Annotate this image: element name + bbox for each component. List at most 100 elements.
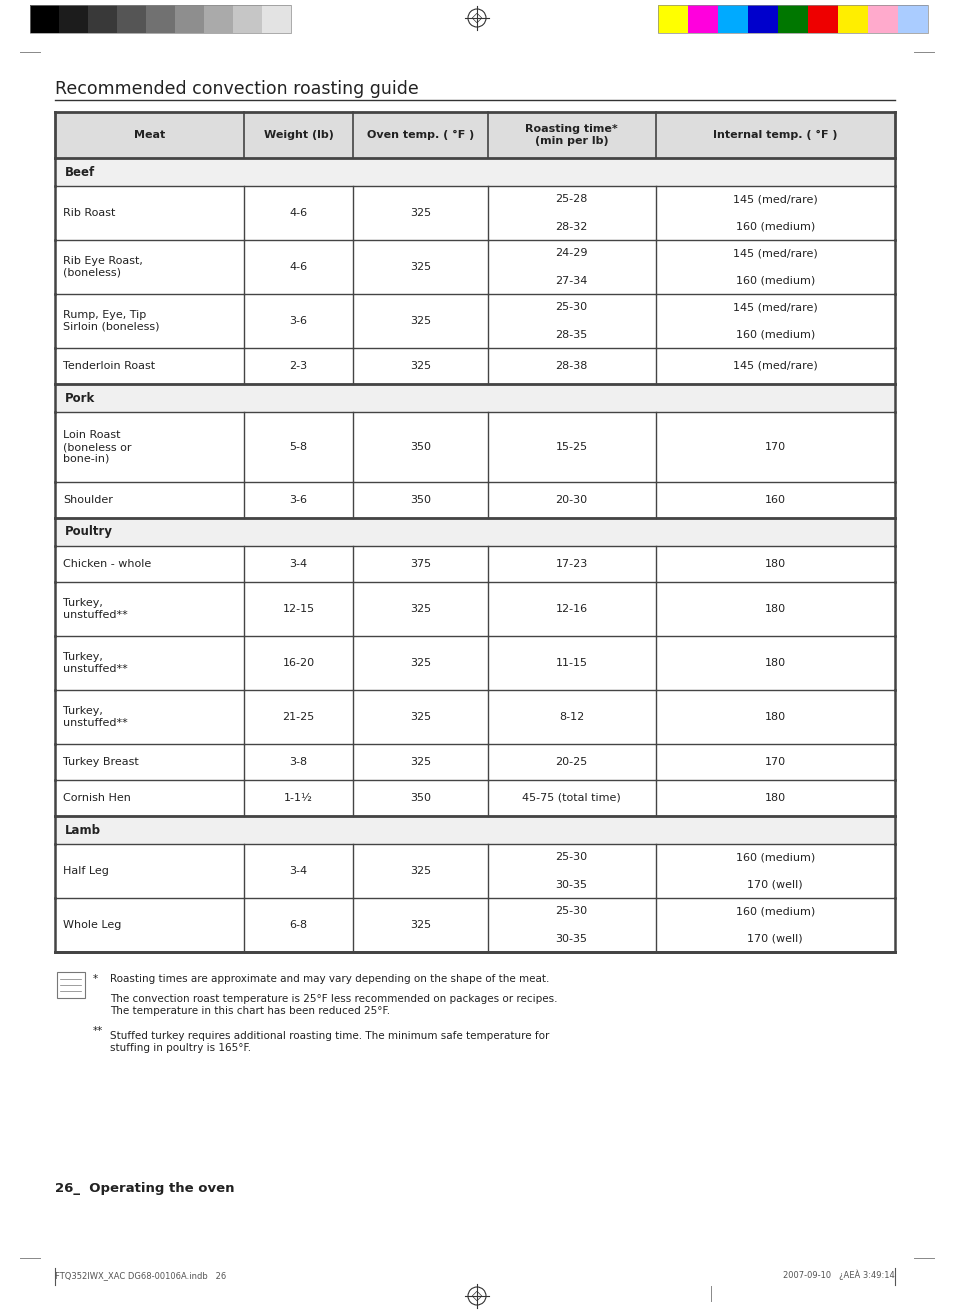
Bar [55, 582, 894, 636]
Text: Chicken - whole: Chicken - whole [63, 558, 152, 569]
Text: 325: 325 [410, 867, 431, 876]
Text: 350: 350 [410, 442, 431, 452]
Text: 160: 160 [764, 496, 785, 505]
Text: 3-8: 3-8 [289, 756, 307, 767]
Text: Whole Leg: Whole Leg [63, 920, 121, 929]
Text: Rib Eye Roast,
(boneless): Rib Eye Roast, (boneless) [63, 256, 143, 278]
Text: 180: 180 [764, 558, 785, 569]
Text: 6-8: 6-8 [289, 920, 307, 929]
Bar [55, 384, 894, 412]
Text: **: ** [92, 1027, 103, 1036]
Bar [55, 815, 894, 844]
Text: 160 (medium): 160 (medium) [735, 275, 814, 286]
Bar [55, 518, 894, 545]
Text: 3-6: 3-6 [290, 316, 307, 326]
Text: 3-6: 3-6 [290, 496, 307, 505]
Text: 325: 325 [410, 920, 431, 929]
Text: *: * [92, 974, 98, 985]
Text: 1-1½: 1-1½ [284, 793, 313, 804]
Text: 160 (medium): 160 (medium) [735, 852, 814, 863]
Text: 28-38: 28-38 [555, 361, 587, 371]
Text: 325: 325 [410, 756, 431, 767]
Bar [658, 5, 687, 33]
Text: Beef: Beef [65, 165, 95, 178]
Text: 15-25: 15-25 [555, 442, 587, 452]
Text: 170 (well): 170 (well) [747, 933, 802, 944]
Text: Meat: Meat [133, 130, 165, 140]
Text: 8-12: 8-12 [558, 712, 583, 722]
Text: 180: 180 [764, 712, 785, 722]
Text: Half Leg: Half Leg [63, 867, 109, 876]
Text: Turkey,
unstuffed**: Turkey, unstuffed** [63, 652, 128, 674]
Text: Cornish Hen: Cornish Hen [63, 793, 131, 804]
Bar [687, 5, 718, 33]
Text: 325: 325 [410, 316, 431, 326]
Bar [55, 844, 894, 898]
Text: 2007-09-10   ¿AEÀ 3:49:14: 2007-09-10 ¿AEÀ 3:49:14 [782, 1269, 894, 1280]
Bar [262, 5, 291, 33]
Bar [30, 5, 291, 33]
Bar [55, 545, 894, 582]
Text: 25-28: 25-28 [555, 194, 587, 205]
Text: 21-25: 21-25 [282, 712, 314, 722]
Text: Shoulder: Shoulder [63, 496, 112, 505]
Text: Lamb: Lamb [65, 823, 101, 836]
Text: 160 (medium): 160 (medium) [735, 906, 814, 916]
Text: 325: 325 [410, 262, 431, 271]
Text: 12-16: 12-16 [555, 604, 587, 614]
Bar [55, 690, 894, 745]
Bar [146, 5, 174, 33]
Text: Internal temp. ( °F ): Internal temp. ( °F ) [712, 130, 837, 140]
Bar [117, 5, 146, 33]
Text: 25-30: 25-30 [555, 303, 587, 312]
Text: Turkey Breast: Turkey Breast [63, 756, 138, 767]
Text: 375: 375 [410, 558, 431, 569]
Text: 26_  Operating the oven: 26_ Operating the oven [55, 1183, 234, 1196]
Text: 350: 350 [410, 496, 431, 505]
Text: Roasting time*
(min per lb): Roasting time* (min per lb) [525, 125, 618, 146]
Bar [174, 5, 204, 33]
Text: Rump, Eye, Tip
Sirloin (boneless): Rump, Eye, Tip Sirloin (boneless) [63, 311, 159, 332]
Bar [55, 347, 894, 384]
Text: 325: 325 [410, 208, 431, 218]
Bar [807, 5, 837, 33]
Text: 5-8: 5-8 [289, 442, 307, 452]
Text: Oven temp. ( °F ): Oven temp. ( °F ) [366, 130, 474, 140]
Text: 20-25: 20-25 [555, 756, 587, 767]
Text: 145 (med/rare): 145 (med/rare) [732, 194, 817, 205]
Bar [55, 240, 894, 294]
Text: 28-32: 28-32 [555, 222, 587, 232]
Text: 2-3: 2-3 [289, 361, 307, 371]
Text: Stuffed turkey requires additional roasting time. The minimum safe temperature f: Stuffed turkey requires additional roast… [110, 1030, 549, 1053]
Text: Pork: Pork [65, 392, 95, 405]
Text: 30-35: 30-35 [555, 880, 587, 889]
Text: 325: 325 [410, 658, 431, 669]
Text: Loin Roast
(boneless or
bone-in): Loin Roast (boneless or bone-in) [63, 430, 132, 464]
Text: 180: 180 [764, 793, 785, 804]
Text: 27-34: 27-34 [555, 275, 587, 286]
Text: 325: 325 [410, 361, 431, 371]
Bar [747, 5, 778, 33]
Text: Recommended convection roasting guide: Recommended convection roasting guide [55, 80, 418, 98]
Bar [55, 412, 894, 482]
Text: Turkey,
unstuffed**: Turkey, unstuffed** [63, 707, 128, 728]
Bar [55, 159, 894, 186]
Text: Weight (lb): Weight (lb) [263, 130, 334, 140]
Text: 160 (medium): 160 (medium) [735, 222, 814, 232]
Bar [233, 5, 262, 33]
Bar [88, 5, 117, 33]
Bar [59, 5, 88, 33]
Text: 25-30: 25-30 [555, 906, 587, 916]
Bar [55, 482, 894, 518]
Bar [867, 5, 897, 33]
Text: 170: 170 [764, 442, 785, 452]
Text: 170 (well): 170 (well) [747, 880, 802, 889]
Text: Poultry: Poultry [65, 526, 112, 539]
Text: 180: 180 [764, 604, 785, 614]
Text: 170: 170 [764, 756, 785, 767]
Text: 16-20: 16-20 [282, 658, 314, 669]
Text: 145 (med/rare): 145 (med/rare) [732, 361, 817, 371]
Bar [897, 5, 927, 33]
Text: 11-15: 11-15 [555, 658, 587, 669]
Text: 3-4: 3-4 [289, 867, 307, 876]
